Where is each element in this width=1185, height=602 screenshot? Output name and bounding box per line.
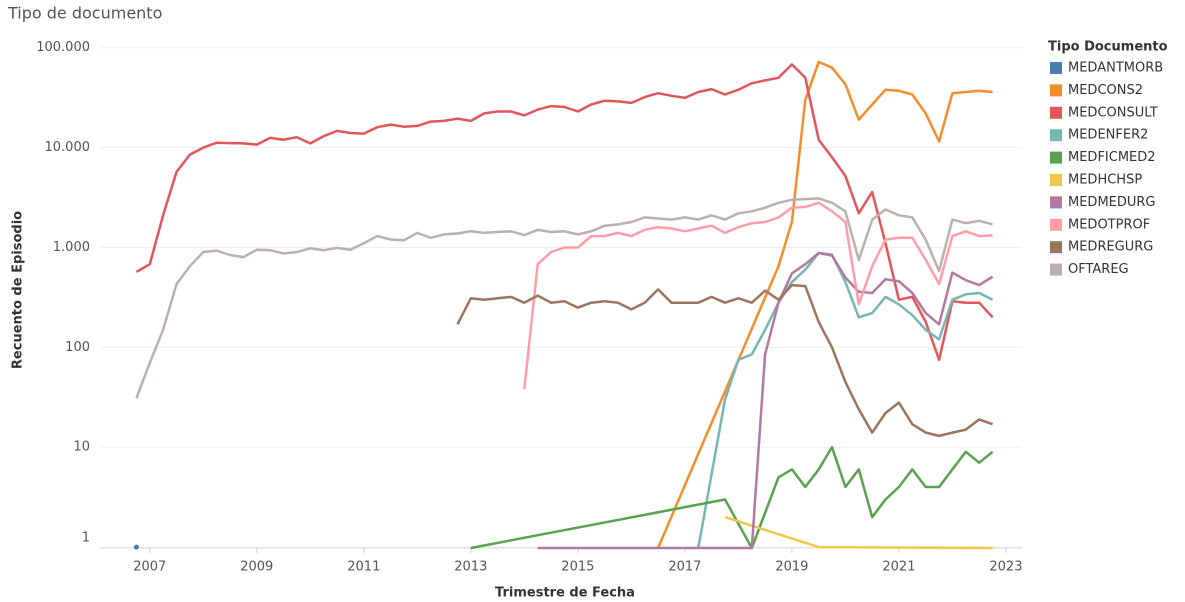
legend-swatch (1050, 151, 1062, 164)
series-line (523, 201, 993, 390)
series-line (135, 197, 993, 399)
y-tick-label: 100 (65, 340, 90, 355)
legend-label: MEDFICMED2 (1068, 150, 1156, 165)
legend-label: MEDANTMORB (1068, 61, 1163, 76)
series-line (656, 60, 993, 549)
legend-swatch (1050, 196, 1062, 209)
data-point (133, 544, 139, 550)
x-tick-label: 2011 (347, 560, 380, 575)
x-tick-label: 2013 (454, 560, 487, 575)
y-tick-label: 10 (73, 440, 90, 455)
legend-label: MEDCONSULT (1068, 105, 1158, 120)
series-line (456, 283, 994, 438)
series-line (697, 251, 994, 549)
y-axis-title: Recuento de Episodio (11, 211, 26, 369)
legend-swatch (1050, 62, 1062, 74)
x-axis-title: Trimestre de Fecha (495, 586, 635, 601)
y-tick-label: 1 (82, 531, 90, 546)
series-line (470, 445, 994, 550)
chart-title: Tipo de documento (7, 4, 162, 23)
series-line (724, 515, 993, 550)
x-tick-label: 2019 (775, 560, 808, 575)
y-tick-label: 10.000 (45, 140, 91, 155)
legend-swatch (1050, 263, 1062, 276)
x-tick-label: 2007 (133, 560, 166, 575)
legend-label: OFTAREG (1068, 262, 1129, 277)
y-tick-label: 100.000 (36, 40, 90, 55)
legend-label: MEDHCHSP (1068, 173, 1142, 188)
legend-swatch (1050, 106, 1062, 119)
x-tick-label: 2009 (240, 560, 273, 575)
legend-label: MEDCONS2 (1068, 83, 1143, 98)
x-tick-label: 2023 (989, 560, 1022, 575)
legend-swatch (1050, 84, 1062, 97)
legend-label: MEDENFER2 (1068, 128, 1148, 143)
legend-label: MEDREGURG (1068, 240, 1153, 255)
legend-swatch (1050, 241, 1062, 254)
legend-label: MEDMEDURG (1068, 195, 1156, 210)
legend-title: Tipo Documento (1048, 40, 1168, 55)
x-tick-label: 2017 (668, 560, 701, 575)
legend-swatch (1050, 174, 1062, 186)
legend-swatch (1050, 129, 1062, 142)
legend-label: MEDOTPROF (1068, 217, 1150, 232)
x-tick-label: 2015 (561, 560, 594, 575)
y-tick-label: 1.000 (53, 240, 90, 255)
series-line (135, 63, 994, 362)
x-tick-label: 2021 (882, 560, 915, 575)
legend-swatch (1050, 218, 1062, 231)
